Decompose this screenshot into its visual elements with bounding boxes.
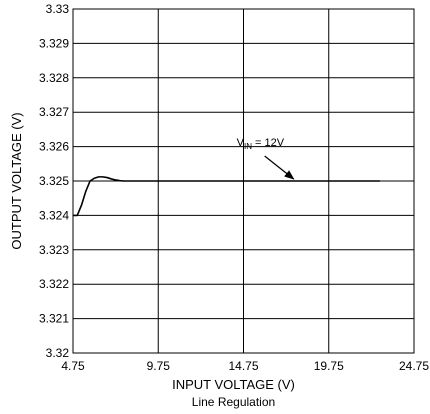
y-tick-label: 3.322 — [39, 277, 69, 291]
annotation-label-main: V — [237, 137, 245, 149]
annotation-group: VIN = 12V — [237, 137, 295, 180]
y-tick-label: 3.321 — [39, 312, 69, 326]
chart-caption: Line Regulation — [192, 395, 275, 409]
x-axis-title: INPUT VOLTAGE (V) — [172, 377, 295, 392]
y-tick-label: 3.324 — [39, 208, 69, 222]
y-tick-label: 3.328 — [39, 71, 69, 85]
x-tick-labels: 4.75 9.75 14.75 19.75 24.75 — [61, 359, 429, 373]
y-tick-label: 3.325 — [39, 174, 69, 188]
plot-frame — [72, 8, 415, 354]
annotation-label: VIN = 12V — [237, 137, 285, 151]
series-group — [73, 176, 380, 217]
x-tick-label: 19.75 — [314, 359, 344, 373]
y-axis-title: OUTPUT VOLTAGE (V) — [9, 112, 24, 249]
x-tick-label: 4.75 — [61, 359, 85, 373]
y-tick-label: 3.323 — [39, 243, 69, 257]
y-tick-labels: 3.32 3.321 3.322 3.323 3.324 3.325 3.326 3.327 3… — [39, 2, 69, 360]
x-tick-label: 14.75 — [228, 359, 258, 373]
y-tick-label: 3.33 — [46, 2, 70, 16]
annotation-label-subscript: IN — [244, 142, 252, 151]
x-tick-label: 9.75 — [147, 359, 171, 373]
x-tick-label: 24.75 — [399, 359, 429, 373]
y-tick-label: 3.326 — [39, 140, 69, 154]
y-tick-label: 3.329 — [39, 36, 69, 50]
y-tick-label: 3.327 — [39, 105, 69, 119]
y-tick-label: 3.32 — [46, 346, 70, 360]
annotation-arrow — [264, 155, 295, 180]
series-line — [73, 176, 380, 217]
annotation-label-rest: = 12V — [252, 137, 285, 149]
